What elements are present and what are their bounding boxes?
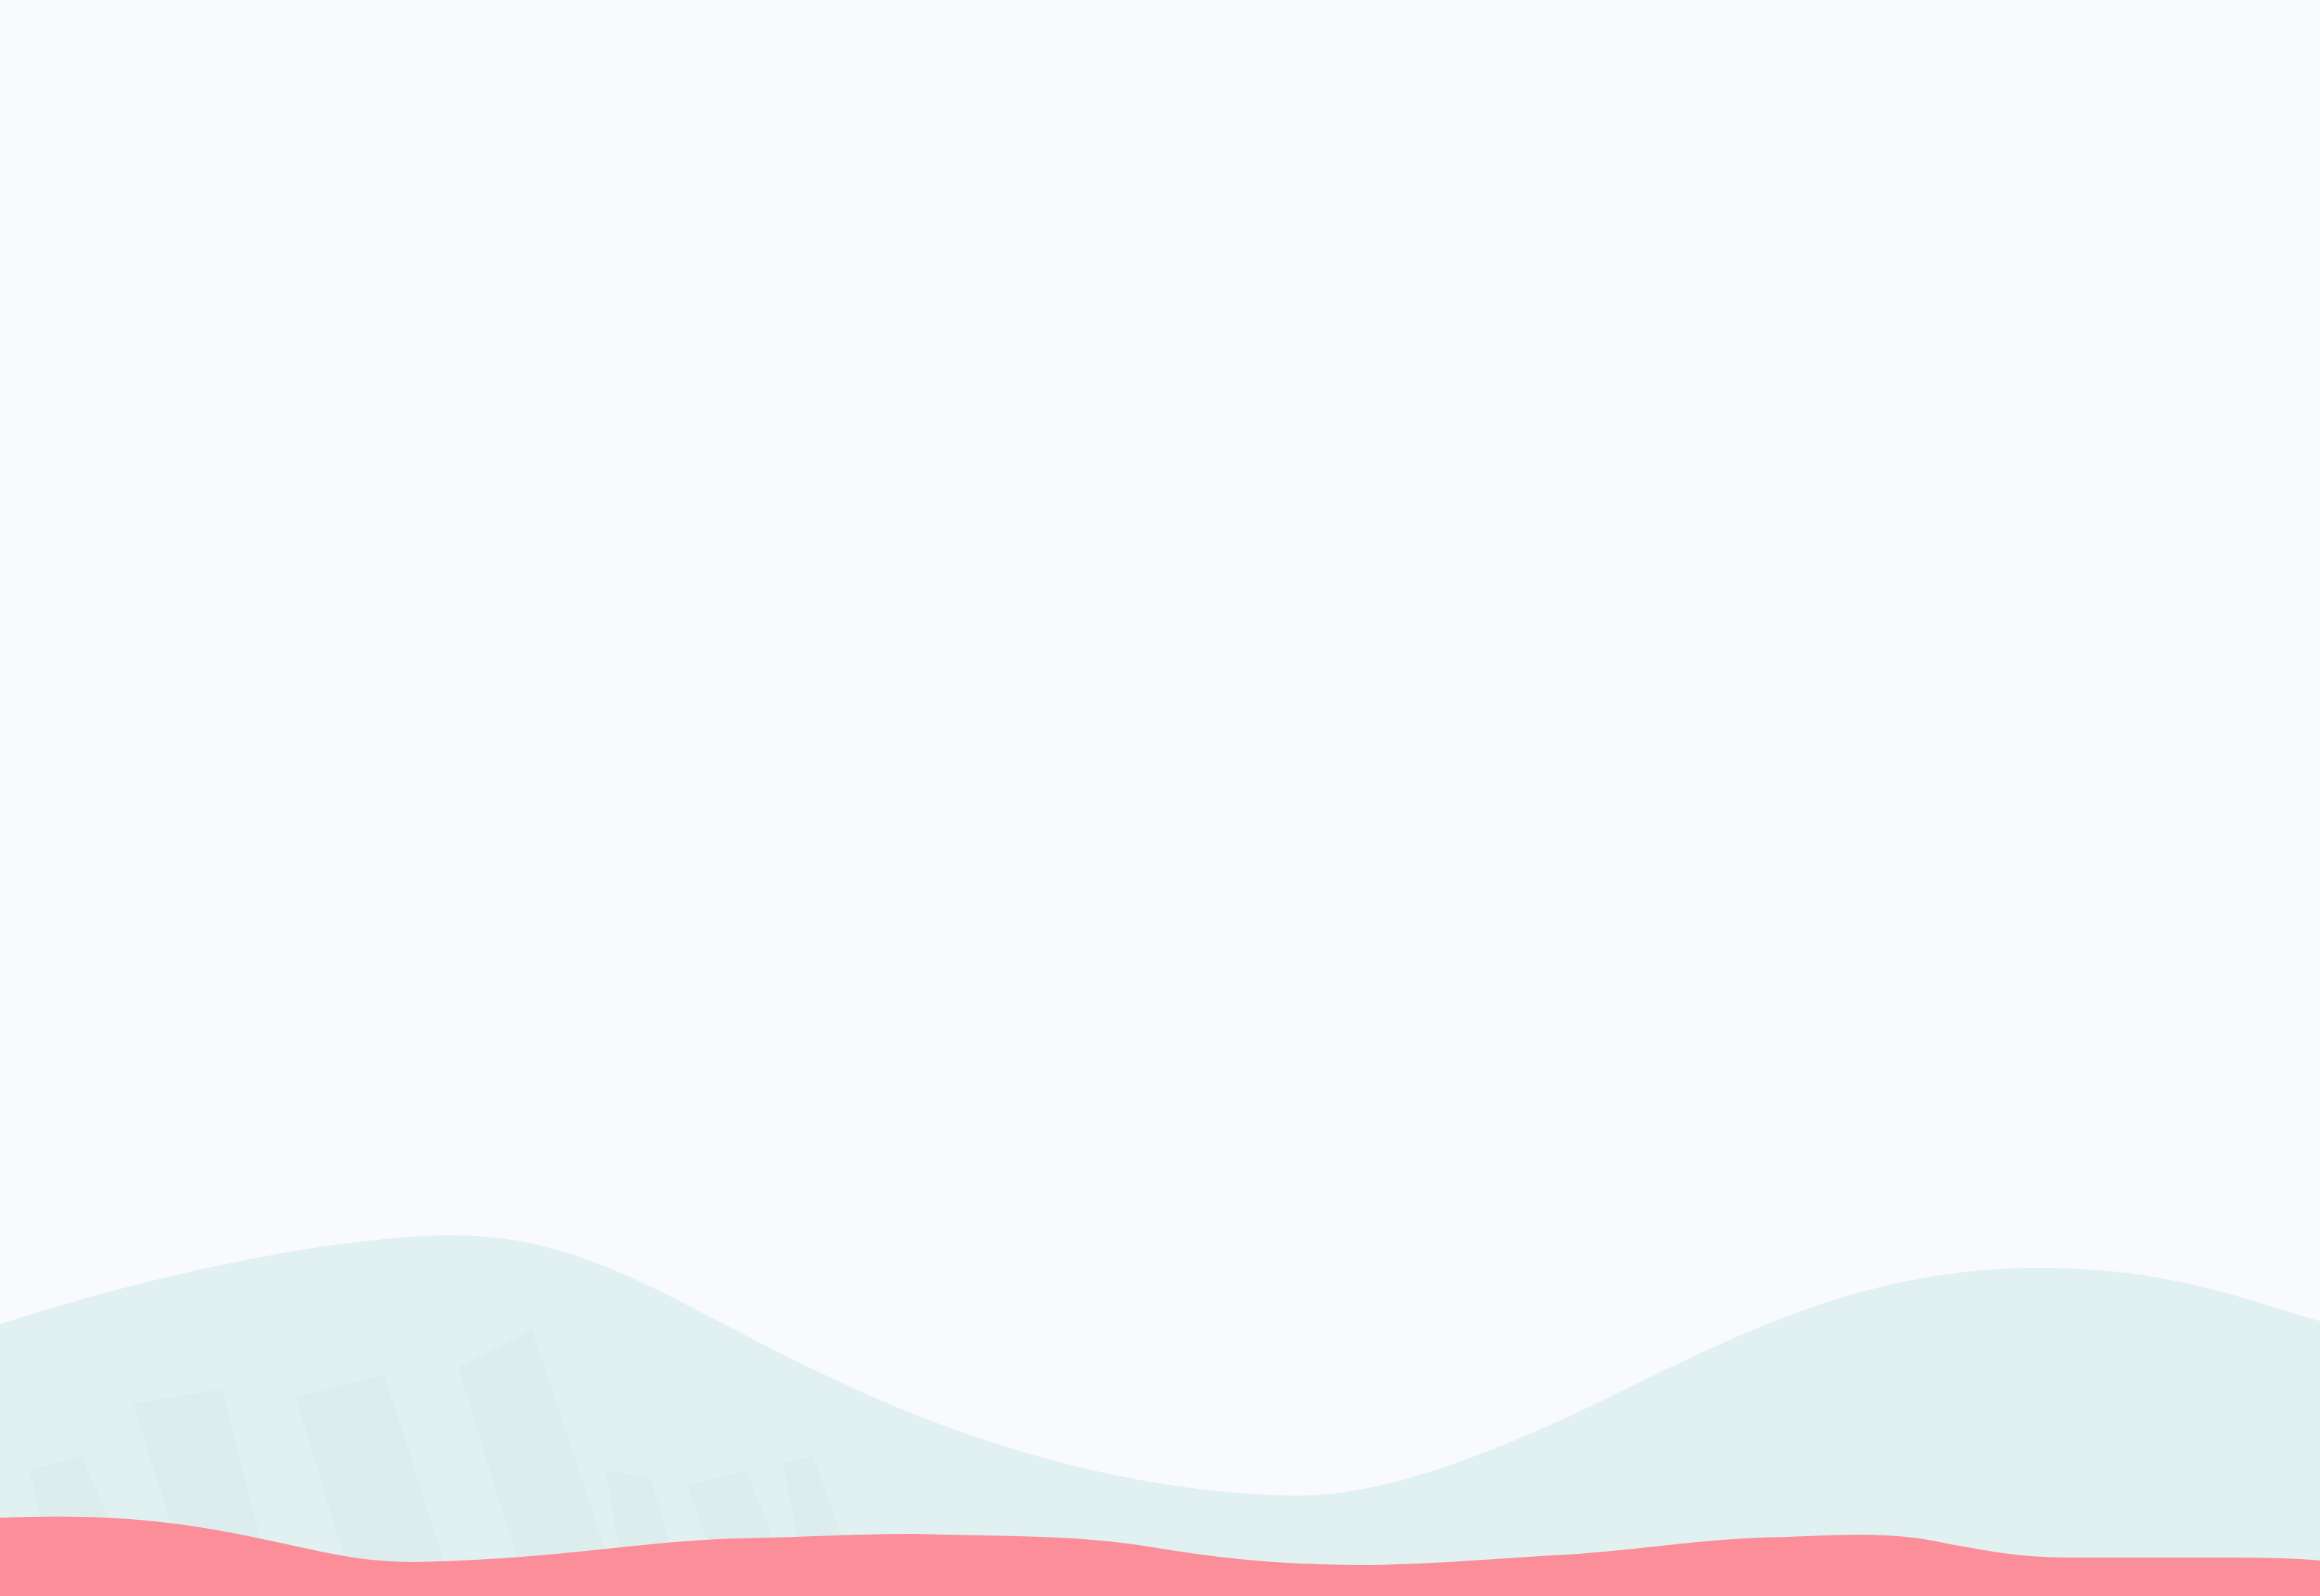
texture-streak (783, 1456, 842, 1541)
teal-hills (0, 1235, 2320, 1596)
hill-texture (30, 1330, 842, 1566)
pink-ground (0, 1516, 2320, 1596)
texture-streak (606, 1470, 672, 1555)
texture-streak (458, 1330, 606, 1559)
texture-streak (30, 1456, 111, 1530)
texture-streak (687, 1470, 776, 1548)
texture-streak (133, 1389, 266, 1566)
texture-streak (296, 1374, 443, 1566)
